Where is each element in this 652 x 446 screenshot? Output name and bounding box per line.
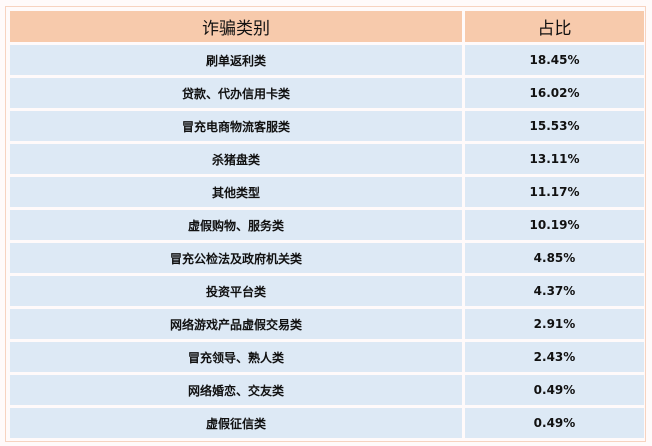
table-row: 虚假征信类 0.49% [10,408,644,438]
table-row: 网络游戏产品虚假交易类 2.91% [10,309,644,339]
table-frame [5,6,646,442]
share-cell: 2.43% [465,342,644,372]
category-cell: 虚假征信类 [10,408,462,438]
table-row: 网络婚恋、交友类 0.49% [10,375,644,405]
table-row: 虚假购物、服务类 10.19% [10,210,644,240]
table-row: 刷单返利类 18.45% [10,45,644,75]
category-cell: 网络婚恋、交友类 [10,375,462,405]
category-cell: 杀猪盘类 [10,144,462,174]
share-cell: 16.02% [465,78,644,108]
share-cell: 4.37% [465,276,644,306]
fraud-category-table: 诈骗类别 占比 刷单返利类 18.45% 贷款、代办信用卡类 16.02% 冒充电商物流… [7,8,647,441]
share-cell: 10.19% [465,210,644,240]
table-row: 贷款、代办信用卡类 16.02% [10,78,644,108]
table-row: 冒充领导、熟人类 2.43% [10,342,644,372]
category-cell: 贷款、代办信用卡类 [10,78,462,108]
share-cell: 2.91% [465,309,644,339]
share-cell: 15.53% [465,111,644,141]
category-cell: 投资平台类 [10,276,462,306]
share-cell: 18.45% [465,45,644,75]
category-cell: 冒充领导、熟人类 [10,342,462,372]
share-cell: 0.49% [465,408,644,438]
table-row: 杀猪盘类 13.11% [10,144,644,174]
header-share: 占比 [465,11,644,42]
share-cell: 13.11% [465,144,644,174]
category-cell: 网络游戏产品虚假交易类 [10,309,462,339]
share-cell: 0.49% [465,375,644,405]
table-row: 冒充公检法及政府机关类 4.85% [10,243,644,273]
table-row: 冒充电商物流客服类 15.53% [10,111,644,141]
table-row: 其他类型 11.17% [10,177,644,207]
category-cell: 刷单返利类 [10,45,462,75]
category-cell: 虚假购物、服务类 [10,210,462,240]
category-cell: 冒充电商物流客服类 [10,111,462,141]
table-row: 投资平台类 4.37% [10,276,644,306]
category-cell: 其他类型 [10,177,462,207]
header-category: 诈骗类别 [10,11,462,42]
category-cell: 冒充公检法及政府机关类 [10,243,462,273]
header-row: 诈骗类别 占比 [10,11,644,42]
share-cell: 4.85% [465,243,644,273]
share-cell: 11.17% [465,177,644,207]
